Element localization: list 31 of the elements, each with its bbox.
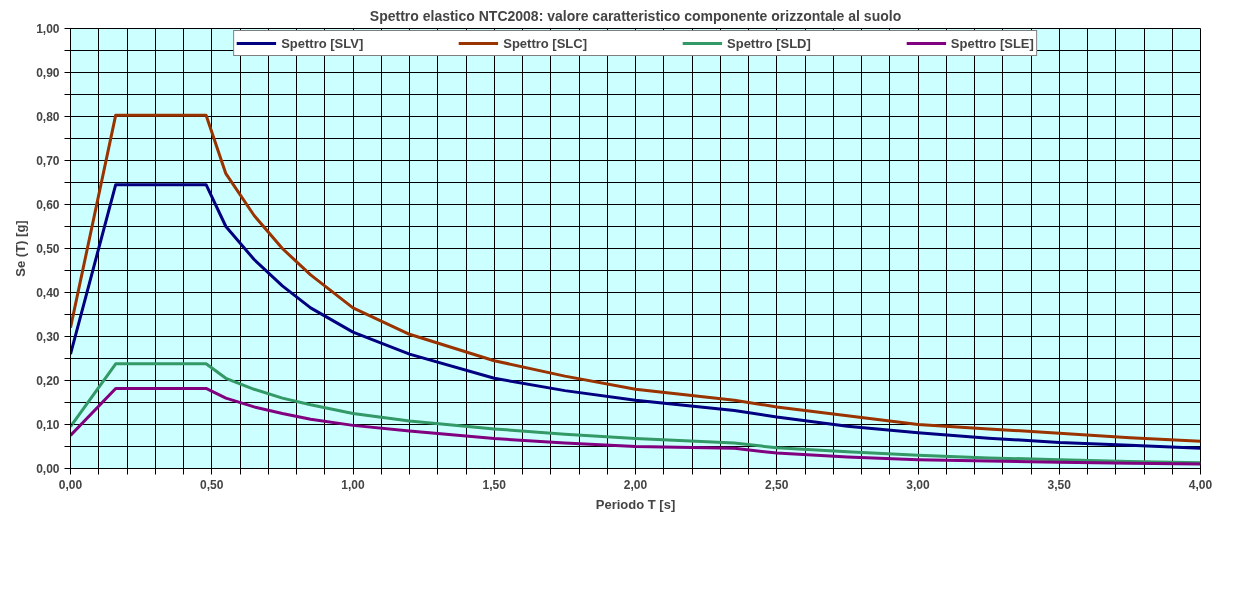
x-tick-label: 1,50 <box>482 477 507 492</box>
y-tick-label: 0,30 <box>36 330 60 344</box>
y-tick-label: 0,60 <box>36 198 60 212</box>
chart-title: Spettro elastico NTC2008: valore caratteristico componente orizzontale al suolo <box>369 7 902 24</box>
x-tick-label: 4,00 <box>1188 477 1213 492</box>
y-tick-label: 1,00 <box>36 22 60 36</box>
x-tick-label: 1,00 <box>341 477 365 492</box>
x-tick-label: 2,50 <box>765 477 789 492</box>
y-tick-label: 0,80 <box>36 110 60 124</box>
y-tick-label: 0,70 <box>36 154 60 168</box>
x-tick-label: 0,50 <box>200 477 224 492</box>
x-axis-title: Periodo T [s] <box>595 496 676 512</box>
legend-label: Spettro [SLD] <box>727 35 811 51</box>
x-tick-label: 3,50 <box>1047 477 1072 492</box>
y-tick-label: 0,00 <box>36 462 60 476</box>
x-tick-label: 0,00 <box>58 477 83 492</box>
y-tick-label: 0,90 <box>36 66 60 80</box>
line-series <box>70 386 1201 466</box>
y-tick-label: 0,50 <box>36 242 60 256</box>
y-tick-label: 0,40 <box>36 286 60 300</box>
x-tick-label: 3,00 <box>906 477 930 492</box>
y-tick-label: 0,10 <box>36 418 60 432</box>
y-axis-title: Se (T) [g] <box>13 220 29 277</box>
y-tick-label: 0,20 <box>36 374 60 388</box>
line-series <box>70 183 1201 450</box>
legend-label: Spettro [SLC] <box>503 35 588 51</box>
legend-label: Spettro [SLV] <box>281 35 364 51</box>
line-series <box>70 362 1201 465</box>
line-series <box>70 113 1201 443</box>
x-tick-label: 2,00 <box>623 477 648 492</box>
legend-label: Spettro [SLE] <box>950 35 1034 51</box>
